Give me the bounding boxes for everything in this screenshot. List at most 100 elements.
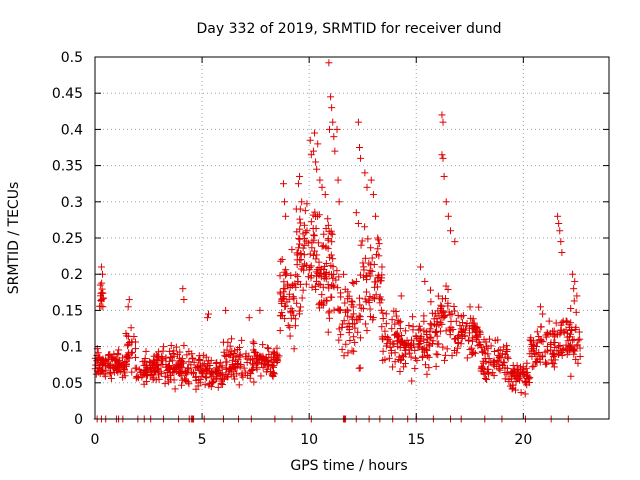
data-point xyxy=(363,327,371,335)
data-point xyxy=(172,343,180,351)
data-point xyxy=(454,311,462,319)
data-point xyxy=(320,230,328,238)
data-point xyxy=(530,337,538,345)
data-point xyxy=(104,352,112,360)
data-point xyxy=(442,295,450,303)
data-point xyxy=(293,299,301,307)
data-point xyxy=(438,111,446,119)
data-point xyxy=(171,385,179,393)
data-point xyxy=(307,274,315,282)
data-point xyxy=(444,212,452,220)
data-point xyxy=(411,354,419,362)
data-point xyxy=(357,154,365,162)
data-point xyxy=(512,378,520,386)
data-point xyxy=(545,317,553,325)
data-point xyxy=(246,367,254,375)
data-point xyxy=(353,316,361,324)
data-point xyxy=(335,336,343,344)
data-point xyxy=(249,360,257,368)
data-point xyxy=(573,292,581,300)
data-point xyxy=(366,293,374,301)
data-point xyxy=(264,344,272,352)
data-point xyxy=(132,354,140,362)
data-point xyxy=(231,375,239,383)
data-point xyxy=(313,165,321,173)
data-point xyxy=(130,333,138,341)
x-tick-label: 15 xyxy=(407,432,425,448)
data-point xyxy=(445,308,453,316)
data-point xyxy=(237,361,245,369)
y-tick-label: 0.2 xyxy=(61,267,83,283)
data-point xyxy=(125,339,133,347)
data-point xyxy=(554,212,562,220)
data-point xyxy=(344,307,352,315)
data-point xyxy=(411,364,419,372)
data-point xyxy=(432,362,440,370)
data-point xyxy=(181,369,189,377)
data-point xyxy=(362,288,370,296)
data-point xyxy=(220,375,228,383)
data-point xyxy=(521,377,529,385)
data-point xyxy=(199,361,207,369)
data-point xyxy=(292,315,300,323)
data-point xyxy=(528,347,536,355)
data-point xyxy=(388,325,396,333)
data-point xyxy=(420,312,428,320)
data-point xyxy=(298,198,306,206)
data-point xyxy=(387,347,395,355)
data-point xyxy=(375,240,383,248)
data-point xyxy=(558,352,566,360)
data-point xyxy=(119,361,127,369)
data-point xyxy=(351,324,359,332)
data-point xyxy=(287,307,295,315)
data-point xyxy=(466,346,474,354)
data-point xyxy=(337,331,345,339)
data-point xyxy=(324,281,332,289)
data-point xyxy=(108,355,116,363)
data-point xyxy=(276,327,284,335)
data-point xyxy=(203,374,211,382)
data-point xyxy=(214,383,222,391)
data-point xyxy=(551,351,559,359)
data-point xyxy=(550,363,558,371)
data-point xyxy=(535,348,543,356)
data-point xyxy=(388,316,396,324)
data-point xyxy=(550,360,558,368)
data-point xyxy=(335,273,343,281)
data-point xyxy=(468,344,476,352)
data-point xyxy=(354,118,362,126)
data-point xyxy=(432,322,440,330)
data-point xyxy=(171,364,179,372)
data-point xyxy=(250,340,258,348)
data-point xyxy=(361,223,369,231)
data-point xyxy=(427,286,435,294)
data-point xyxy=(324,328,332,336)
data-point xyxy=(207,370,215,378)
data-point xyxy=(315,264,323,272)
data-point xyxy=(567,372,575,380)
data-point xyxy=(425,364,433,372)
data-point xyxy=(225,350,233,358)
data-point xyxy=(223,346,231,354)
data-point xyxy=(258,356,266,364)
data-point xyxy=(426,333,434,341)
data-point xyxy=(248,366,256,374)
data-point xyxy=(312,255,320,263)
data-point xyxy=(95,362,103,370)
data-point xyxy=(92,361,100,369)
data-point xyxy=(365,296,373,304)
data-point xyxy=(332,276,340,284)
data-point xyxy=(245,314,253,322)
data-point xyxy=(376,293,384,301)
data-point xyxy=(372,291,380,299)
data-point xyxy=(434,292,442,300)
data-point xyxy=(98,289,106,297)
data-point xyxy=(533,342,541,350)
data-point xyxy=(295,240,303,248)
data-point xyxy=(396,324,404,332)
data-point xyxy=(551,356,559,364)
data-point xyxy=(386,343,394,351)
data-point xyxy=(123,332,131,340)
data-point xyxy=(166,362,174,370)
data-point xyxy=(520,371,528,379)
